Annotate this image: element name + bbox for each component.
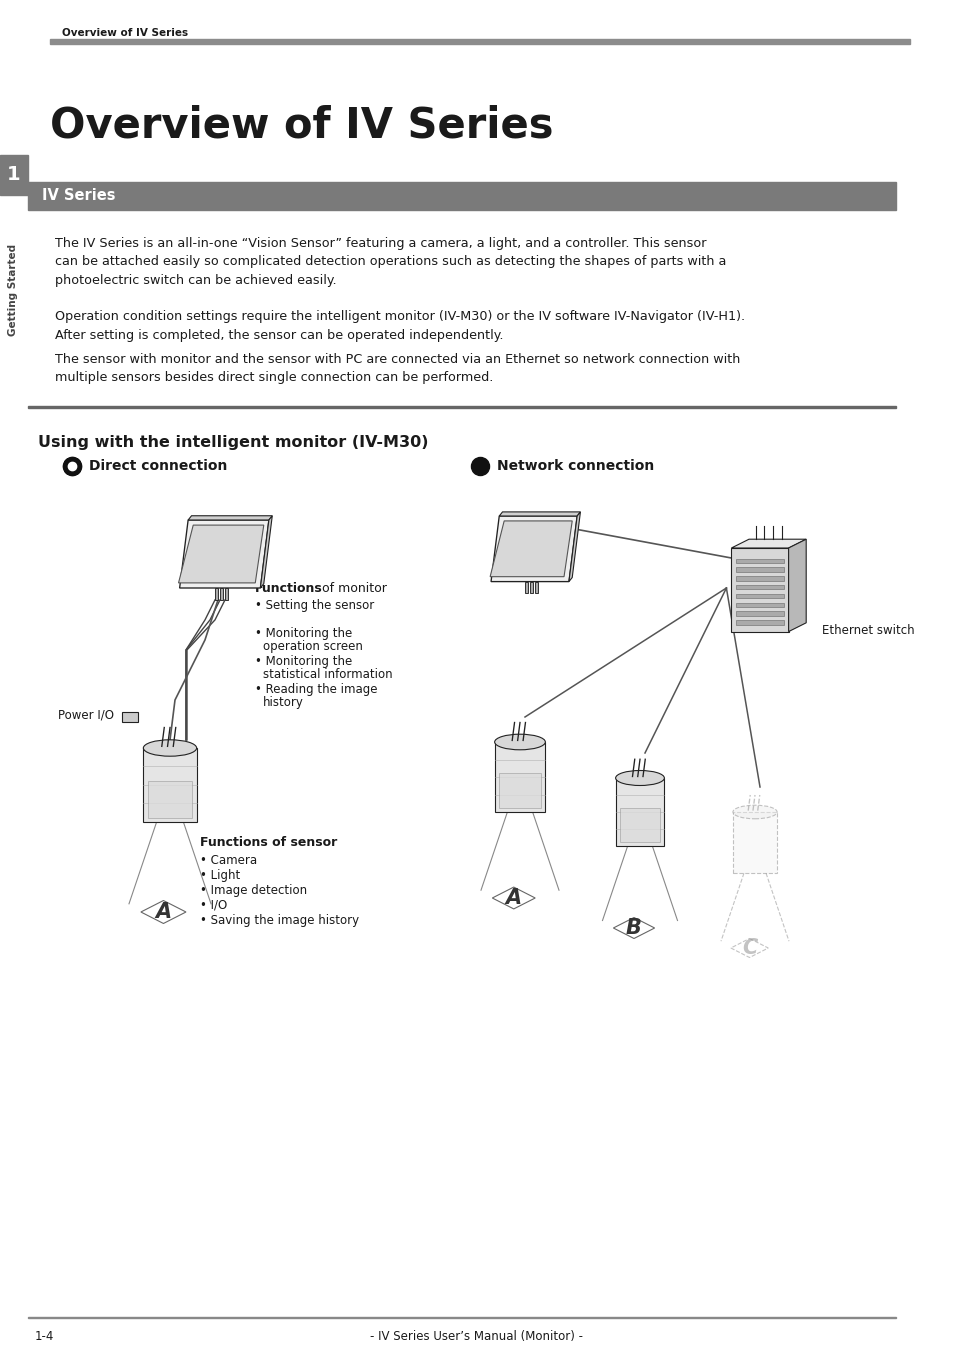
Text: Power I/O: Power I/O — [58, 709, 113, 721]
Text: • Setting the sensor: • Setting the sensor — [254, 599, 374, 612]
Bar — [214, 588, 218, 600]
Text: Functions: Functions — [254, 582, 322, 594]
Bar — [50, 39, 909, 44]
Text: IV Series: IV Series — [42, 189, 115, 204]
Text: • Light: • Light — [200, 869, 240, 882]
Bar — [735, 612, 783, 616]
Ellipse shape — [615, 771, 663, 786]
Bar — [28, 182, 895, 210]
Text: Overview of IV Series: Overview of IV Series — [62, 28, 188, 38]
Polygon shape — [490, 520, 572, 577]
Bar — [220, 588, 223, 600]
Polygon shape — [788, 539, 805, 632]
Text: Ethernet switch: Ethernet switch — [821, 624, 914, 636]
Bar — [735, 585, 783, 589]
Text: Functions of sensor: Functions of sensor — [200, 836, 337, 849]
Bar — [615, 778, 663, 845]
Bar — [731, 549, 788, 632]
Bar — [735, 593, 783, 599]
Text: The sensor with monitor and the sensor with PC are connected via an Ethernet so : The sensor with monitor and the sensor w… — [55, 353, 740, 384]
Polygon shape — [179, 520, 269, 588]
Polygon shape — [568, 512, 579, 581]
Text: history: history — [263, 696, 304, 709]
Bar — [28, 1317, 895, 1318]
Bar — [495, 741, 545, 813]
Bar — [732, 811, 777, 874]
Text: Using with the intelligent monitor (IV-M30): Using with the intelligent monitor (IV-M… — [38, 435, 428, 450]
Text: statistical information: statistical information — [263, 669, 393, 681]
Bar — [28, 406, 895, 408]
Bar — [143, 748, 196, 822]
Bar — [225, 588, 229, 600]
Polygon shape — [731, 539, 805, 549]
Polygon shape — [260, 516, 272, 588]
Text: of monitor: of monitor — [317, 582, 387, 594]
Polygon shape — [498, 512, 579, 516]
Text: • Monitoring the: • Monitoring the — [254, 627, 352, 640]
Bar — [498, 774, 540, 809]
Bar — [735, 576, 783, 581]
Text: • Image detection: • Image detection — [200, 884, 307, 896]
Bar — [122, 712, 138, 723]
Ellipse shape — [143, 740, 196, 756]
Text: 1-4: 1-4 — [35, 1330, 54, 1343]
Ellipse shape — [732, 805, 777, 818]
Text: B: B — [625, 918, 641, 938]
Bar — [524, 581, 528, 593]
Bar — [535, 581, 537, 593]
Text: operation screen: operation screen — [263, 640, 362, 652]
Bar — [735, 620, 783, 624]
Polygon shape — [178, 526, 263, 582]
Text: Overview of IV Series: Overview of IV Series — [50, 105, 553, 147]
Text: - IV Series User’s Manual (Monitor) -: - IV Series User’s Manual (Monitor) - — [370, 1330, 583, 1343]
Bar — [735, 558, 783, 563]
Ellipse shape — [495, 735, 545, 749]
Text: • Camera: • Camera — [200, 855, 257, 867]
Bar — [619, 807, 659, 841]
Bar — [0, 155, 28, 195]
Text: • Saving the image history: • Saving the image history — [200, 914, 358, 927]
Text: Network connection: Network connection — [497, 460, 654, 473]
Bar — [530, 581, 533, 593]
Text: 1: 1 — [8, 166, 21, 185]
Bar — [735, 603, 783, 607]
Polygon shape — [491, 516, 577, 581]
Text: A: A — [505, 888, 521, 909]
Polygon shape — [188, 516, 272, 520]
Text: Operation condition settings require the intelligent monitor (IV-M30) or the IV : Operation condition settings require the… — [55, 310, 744, 341]
Text: Getting Started: Getting Started — [8, 244, 18, 336]
Text: C: C — [741, 938, 757, 958]
Text: The IV Series is an all-in-one “Vision Sensor” featuring a camera, a light, and : The IV Series is an all-in-one “Vision S… — [55, 237, 725, 287]
Bar — [735, 568, 783, 572]
Text: Direct connection: Direct connection — [89, 460, 227, 473]
Text: • I/O: • I/O — [200, 899, 227, 913]
Bar — [148, 780, 192, 818]
Text: • Reading the image: • Reading the image — [254, 683, 377, 696]
Text: • Monitoring the: • Monitoring the — [254, 655, 352, 669]
Text: A: A — [155, 902, 172, 922]
